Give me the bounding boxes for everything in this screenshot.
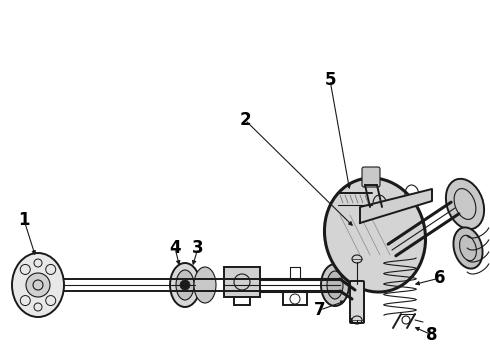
Ellipse shape [446, 179, 484, 229]
FancyBboxPatch shape [350, 281, 364, 323]
FancyBboxPatch shape [362, 167, 380, 187]
Circle shape [180, 280, 190, 290]
Text: 3: 3 [192, 239, 204, 257]
Text: 4: 4 [169, 239, 181, 257]
Text: 5: 5 [324, 71, 336, 89]
Ellipse shape [327, 271, 343, 299]
Text: 1: 1 [18, 211, 30, 229]
Ellipse shape [453, 228, 483, 269]
Ellipse shape [176, 270, 194, 300]
Circle shape [26, 273, 50, 297]
Text: 8: 8 [426, 326, 438, 344]
Ellipse shape [324, 178, 425, 292]
FancyBboxPatch shape [224, 267, 260, 297]
Ellipse shape [321, 264, 349, 306]
Ellipse shape [170, 263, 200, 307]
Text: 7: 7 [314, 301, 326, 319]
Text: 6: 6 [434, 269, 446, 287]
Text: 2: 2 [239, 111, 251, 129]
Polygon shape [360, 189, 432, 223]
Ellipse shape [12, 253, 64, 317]
Ellipse shape [194, 267, 216, 303]
